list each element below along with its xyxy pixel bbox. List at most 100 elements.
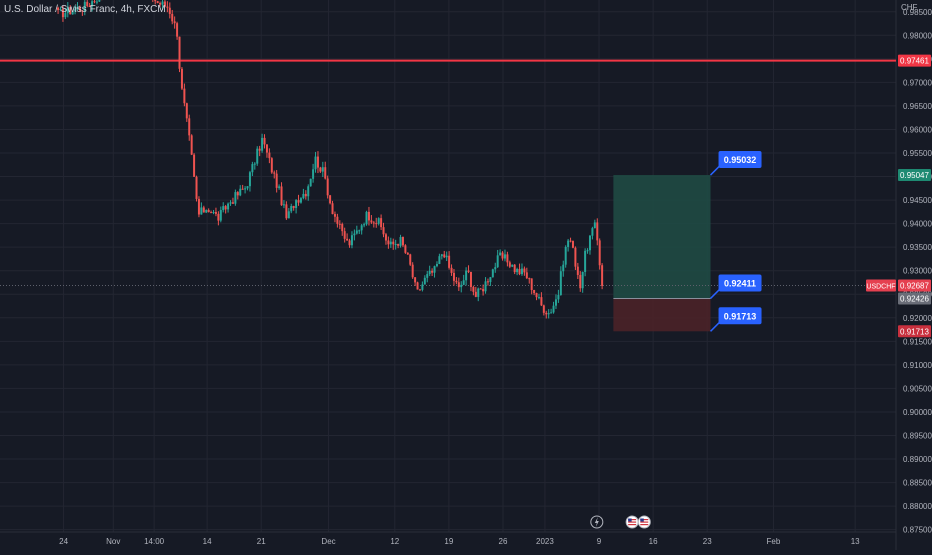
- time-tick-label: Dec: [321, 537, 335, 546]
- target-label-box: [718, 151, 762, 169]
- stop-price-badge-box: [898, 325, 931, 338]
- candle-body: [195, 176, 198, 199]
- candle-body: [554, 299, 557, 306]
- candle-body: [265, 144, 268, 153]
- candle-body: [586, 250, 589, 252]
- candle-body: [392, 241, 395, 245]
- flash-icon[interactable]: [590, 515, 604, 529]
- candle-body: [499, 252, 502, 256]
- candle-body: [61, 9, 64, 18]
- candle-body: [83, 1, 86, 12]
- candle-body: [71, 11, 74, 15]
- candle-body: [518, 268, 521, 275]
- candle-body: [93, 1, 96, 3]
- candle-body: [525, 272, 528, 279]
- candle-body: [200, 207, 203, 215]
- candle-body: [236, 192, 239, 196]
- currency-label: CHF: [901, 3, 918, 12]
- time-tick-label: 16: [649, 537, 658, 546]
- resistance-price-badge-text: 0.97461: [900, 57, 929, 66]
- candle-body: [348, 240, 351, 246]
- candle-body: [185, 103, 188, 119]
- candle-body: [183, 88, 186, 104]
- candle-body: [431, 270, 434, 273]
- candle-body: [234, 192, 237, 204]
- candle-body: [163, 1, 166, 7]
- candle-body: [207, 209, 210, 213]
- price-tick-label: 0.88500: [903, 479, 932, 488]
- candle-body: [278, 186, 281, 188]
- candle-body: [601, 265, 604, 286]
- candle-body: [503, 254, 506, 259]
- candle-body: [210, 212, 213, 214]
- candle-body: [550, 312, 553, 314]
- candle-body: [523, 268, 526, 273]
- candle-body: [397, 244, 400, 246]
- candle-body: [375, 223, 378, 225]
- candle-body: [394, 244, 397, 246]
- price-tick-label: 0.89500: [903, 431, 932, 440]
- time-tick-label: 19: [444, 537, 453, 546]
- candle-body: [353, 233, 356, 236]
- candle-body: [91, 1, 94, 7]
- candle-body: [214, 212, 217, 214]
- us-flag-icon[interactable]: [637, 515, 651, 529]
- candle-body: [270, 158, 273, 173]
- price-tick-label: 0.91000: [903, 361, 932, 370]
- candle-body: [314, 156, 317, 170]
- candle-body: [360, 225, 363, 231]
- candle-body: [462, 280, 465, 285]
- candle-body: [331, 203, 334, 215]
- candle-body: [579, 274, 582, 289]
- price-tick-label: 0.90500: [903, 384, 932, 393]
- candle-body: [287, 211, 290, 219]
- time-tick-label: 24: [59, 537, 68, 546]
- candle-body: [246, 186, 249, 189]
- candle-body: [494, 267, 497, 270]
- candle-body: [489, 277, 492, 283]
- candle-body: [530, 278, 533, 290]
- price-tick-label: 0.90000: [903, 408, 932, 417]
- candle-body: [202, 207, 205, 213]
- candle-body: [275, 173, 278, 188]
- candle-body: [161, 1, 164, 5]
- candle-body: [197, 198, 200, 215]
- symbol-title[interactable]: U.S. Dollar / Swiss Franc, 4h, FXCM: [4, 4, 166, 15]
- last-price-badge-text: 0.92687: [900, 281, 929, 290]
- candle-body: [535, 293, 538, 298]
- candle-body: [166, 6, 169, 8]
- candle-body: [584, 250, 587, 272]
- candle-body: [399, 237, 402, 246]
- candle-body: [268, 152, 271, 159]
- candle-body: [501, 252, 504, 259]
- candle-body: [552, 305, 555, 313]
- candle-body: [545, 312, 548, 315]
- candle-body: [173, 21, 176, 24]
- candle-body: [370, 220, 373, 223]
- candle-body: [66, 7, 69, 14]
- candle-body: [81, 10, 84, 12]
- candle-body: [329, 195, 332, 204]
- time-tick-label: 23: [703, 537, 712, 546]
- candle-body: [292, 205, 295, 209]
- candle-body: [251, 164, 254, 173]
- symbol-badge-text: USDCHF: [866, 283, 895, 290]
- candle-body: [95, 1, 98, 3]
- price-tick-label: 0.89000: [903, 455, 932, 464]
- symbol-badge-box: [866, 279, 896, 292]
- entry-price-badge-text: 0.92426: [900, 294, 929, 303]
- candle-body: [382, 227, 385, 235]
- candle-body: [193, 154, 196, 177]
- candle-body: [469, 271, 472, 287]
- candle-body: [598, 240, 601, 266]
- us-flag-icon[interactable]: [625, 515, 639, 529]
- price-tick-label: 0.97000: [903, 78, 932, 87]
- candle-body: [377, 218, 380, 224]
- candle-body: [460, 284, 463, 288]
- candle-body: [384, 234, 387, 241]
- candle-body: [346, 238, 349, 241]
- candle-body: [513, 264, 516, 273]
- candle-body: [496, 255, 499, 268]
